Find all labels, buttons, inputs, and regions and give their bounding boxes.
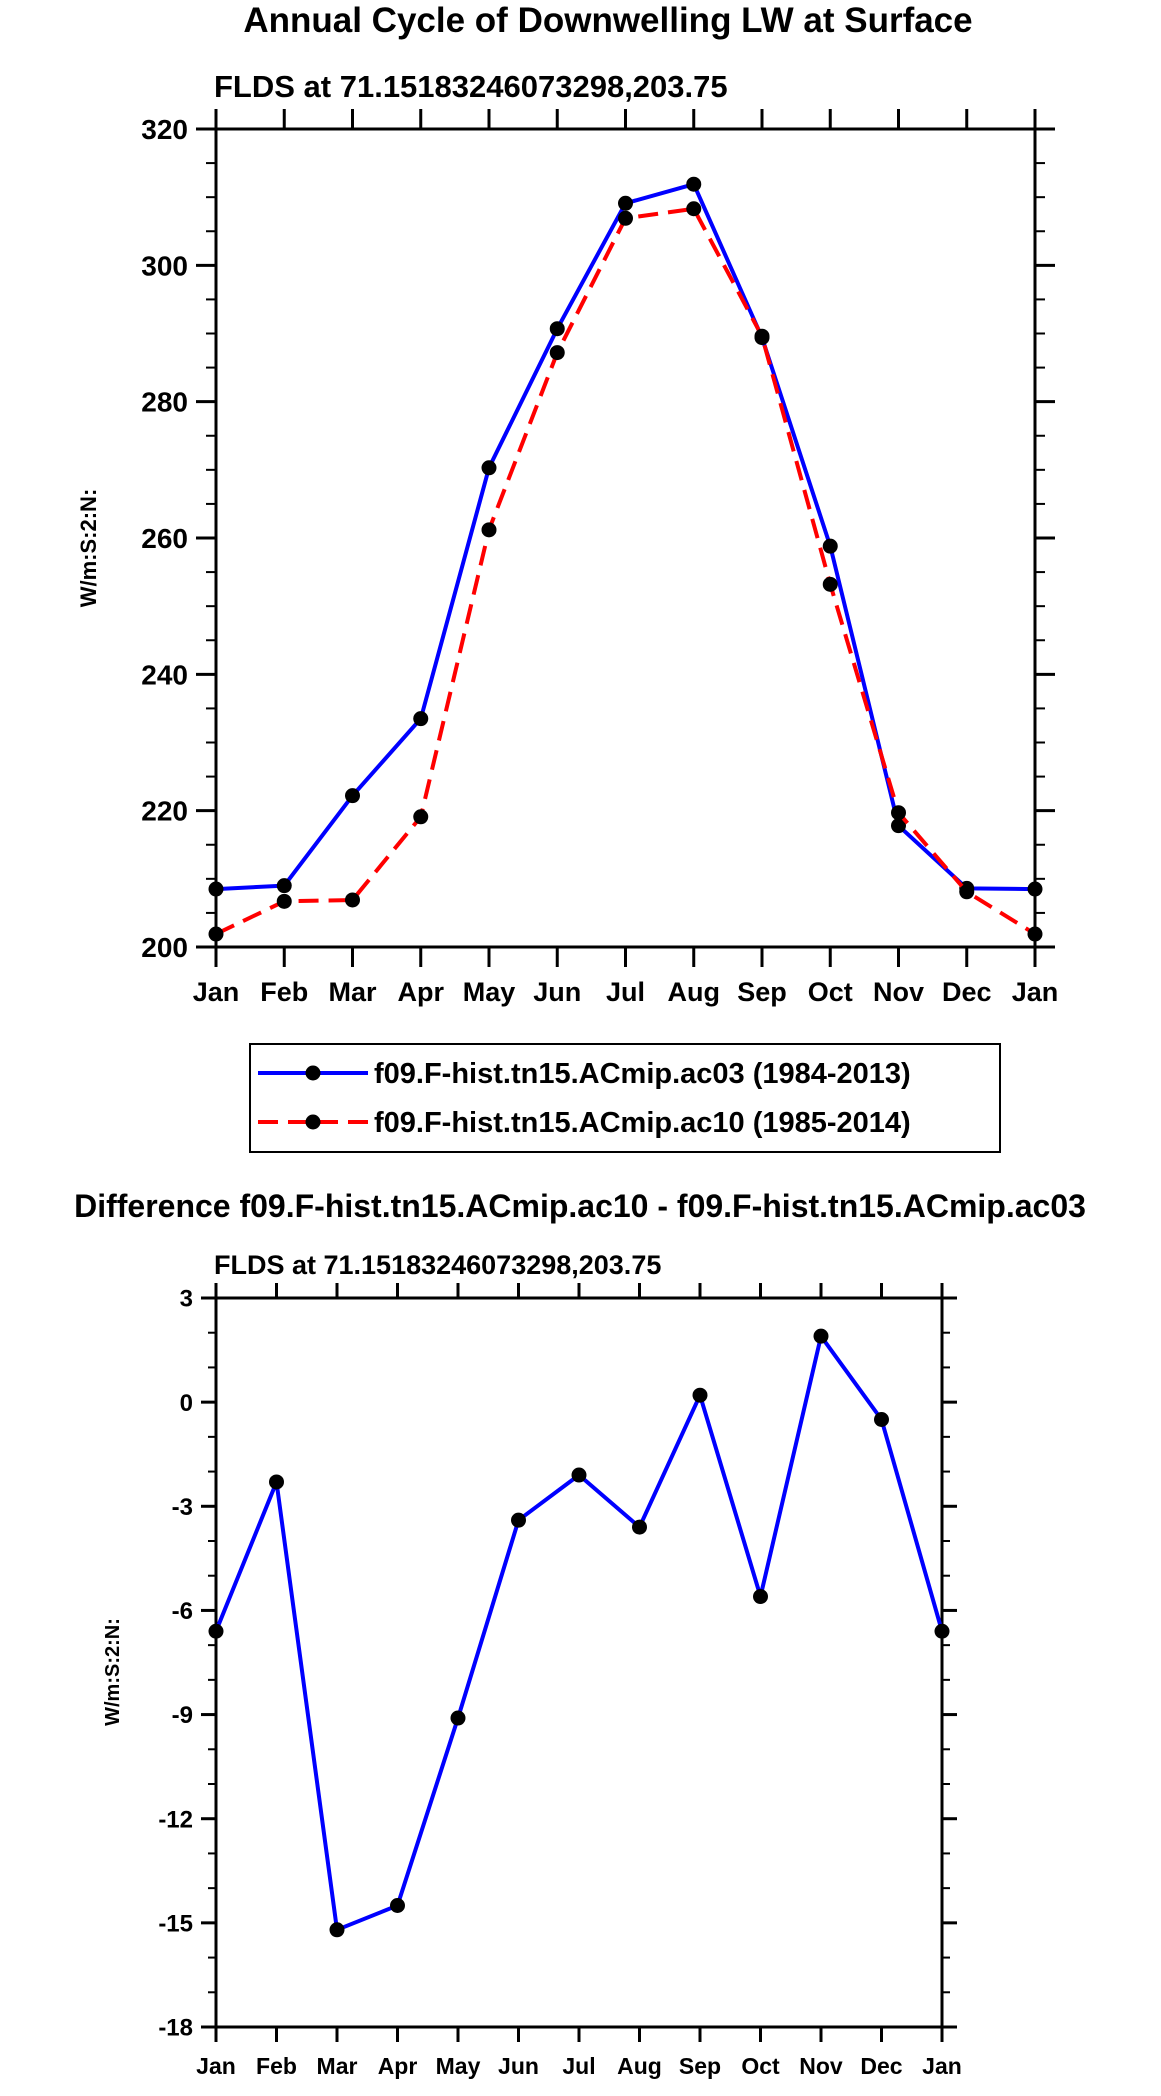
chart0-series-0-point <box>549 321 565 337</box>
chart0-xtick-label: Feb <box>260 977 308 1007</box>
chart1-series-0-point <box>571 1467 587 1483</box>
chart1-xtick-label: Aug <box>617 2053 662 2079</box>
chart0-plot-frame <box>214 127 1037 949</box>
chart0-xtick-label: Sep <box>737 977 787 1007</box>
chart1-legend-box <box>249 1043 1001 1153</box>
chart1-series-0-point <box>874 1412 889 1427</box>
chart1-ytick-label: 3 <box>180 1286 193 1313</box>
chart1-series-0-point <box>813 1328 829 1344</box>
chart1-series-0-point <box>450 1710 466 1726</box>
chart0-series-0-point <box>208 881 224 897</box>
chart1-series-0-point <box>934 1623 950 1639</box>
chart1-xtick-label: May <box>436 2053 481 2079</box>
chart1-series-0-point <box>208 1623 224 1639</box>
chart1-series-0-point <box>390 1898 405 1913</box>
chart0-ytick-label: 300 <box>141 250 188 281</box>
chart0-series-0-point <box>686 176 702 192</box>
chart0-xtick-label: Dec <box>942 977 992 1007</box>
chart0-series-0-point <box>1027 881 1043 897</box>
chart1-xtick-label: Nov <box>799 2053 843 2079</box>
chart0-series-1-point <box>618 210 633 226</box>
chart1-subtitle: FLDS at 71.15183246073298,203.75 <box>214 69 728 104</box>
chart1-ytick-label: -6 <box>172 1598 193 1625</box>
chart0-series-0-point <box>481 460 497 476</box>
chart0-series-0-point <box>276 878 292 894</box>
chart1-series-0-point <box>692 1387 708 1403</box>
chart0-series-1-point <box>959 884 975 900</box>
chart0-series-1-point <box>1027 926 1043 942</box>
chart1-plot: 200 220 240 260 280 300 320 Jan Feb Mar Apr May Jun J… <box>141 109 1058 1007</box>
chart0-series-line-0 <box>215 182 1036 892</box>
chart0-series-1-point <box>686 201 702 217</box>
chart0-xtick-label: Jan <box>1012 977 1059 1007</box>
chart2-subtitle: FLDS at 71.15183246073298,203.75 <box>214 1250 661 1280</box>
chart0-xtick-label: Jan <box>193 977 240 1007</box>
chart0-series-1-point <box>345 892 360 908</box>
chart1-xtick-label: Feb <box>256 2053 297 2079</box>
chart1-series-0-point <box>329 1922 345 1938</box>
chart2-plot: -18 -15 -12 -9 -6 -3 0 3 Jan Feb Mar Apr May Jun Jul Au… <box>158 1283 962 2079</box>
chart0-series-1-point <box>481 522 497 538</box>
chart1-ytick-label: 0 <box>180 1390 193 1417</box>
chart1-xtick-label: Dec <box>860 2053 902 2079</box>
chart0-ytick-label: 320 <box>141 114 188 145</box>
chart0-series-0-point <box>618 195 633 211</box>
chart1-xtick-label: Jun <box>498 2053 539 2079</box>
chart1-ytick-label: -18 <box>158 2015 193 2042</box>
chart0-xtick-label: Aug <box>668 977 720 1007</box>
chart0-xtick-label: May <box>463 977 516 1007</box>
chart1-ytick-label: -15 <box>158 1910 193 1937</box>
chart0-series-1-point <box>822 576 838 592</box>
chart0-ytick-label: 200 <box>141 932 188 963</box>
chart0-ytick-label: 220 <box>141 796 188 827</box>
chart0-series-1-point <box>549 345 565 361</box>
chart1-xtick-label: Oct <box>741 2053 780 2079</box>
chart1-xtick-label: Sep <box>679 2053 721 2079</box>
chart0-series-1-point <box>208 926 224 942</box>
chart0-series-1-point <box>413 809 429 825</box>
chart1-xtick-label: Jan <box>922 2053 962 2079</box>
chart1-series-0-point <box>511 1512 526 1528</box>
chart0-series-1-point <box>754 328 770 344</box>
chart0-xtick-label: Mar <box>328 977 377 1007</box>
chart0-series-0-point <box>413 711 429 727</box>
chart0-series-0-point <box>345 788 360 804</box>
chart0-ytick-label: 260 <box>141 523 188 554</box>
chart1-ytick-label: -9 <box>172 1702 193 1729</box>
chart0-series-1-point <box>276 893 292 909</box>
chart0-xtick-label: Apr <box>398 977 445 1007</box>
chart0-ytick-label: 240 <box>141 659 188 690</box>
chart1-series-0-point <box>753 1589 768 1605</box>
chart0-series-1-point <box>891 805 906 821</box>
chart1-series-line-0 <box>214 1334 944 1932</box>
chart0-xtick-label: Jul <box>606 977 645 1007</box>
chart0-xtick-label: Nov <box>873 977 924 1007</box>
chart1-series-0-point <box>632 1519 647 1535</box>
chart2-ylabel: W/m:S:2:N: <box>102 1618 124 1726</box>
chart0-xtick-label: Jun <box>533 977 581 1007</box>
chart0-series-line-1 <box>215 206 1037 936</box>
chart1-ylabel: W/m:S:2:N: <box>76 489 101 608</box>
chart0-xtick-label: Oct <box>808 977 853 1007</box>
chart1-xtick-label: Jul <box>562 2053 595 2079</box>
legend-label-ac10: f09.F-hist.tn15.ACmip.ac10 (1985-2014) <box>374 1107 911 1139</box>
legend-marker-ac03 <box>305 1065 321 1081</box>
chart2-title: Difference f09.F-hist.tn15.ACmip.ac10 - … <box>74 1188 1086 1224</box>
legend-label-ac03: f09.F-hist.tn15.ACmip.ac03 (1984-2013) <box>374 1058 911 1090</box>
legend-marker-ac10 <box>305 1114 321 1130</box>
chart0-series-0-point <box>891 818 906 834</box>
chart1-series-0-point <box>269 1474 284 1490</box>
chart1-title: Annual Cycle of Downwelling LW at Surfac… <box>243 1 972 40</box>
chart1-ytick-label: -12 <box>158 1806 193 1833</box>
chart0-ytick-label: 280 <box>141 387 188 418</box>
chart0-series-0-point <box>822 538 838 554</box>
chart1-ytick-label: -3 <box>172 1494 193 1521</box>
chart1-plot-frame <box>214 1296 944 2029</box>
chart1-xtick-label: Jan <box>196 2053 236 2079</box>
chart1-xtick-label: Apr <box>378 2053 418 2079</box>
chart1-xtick-label: Mar <box>317 2053 358 2079</box>
